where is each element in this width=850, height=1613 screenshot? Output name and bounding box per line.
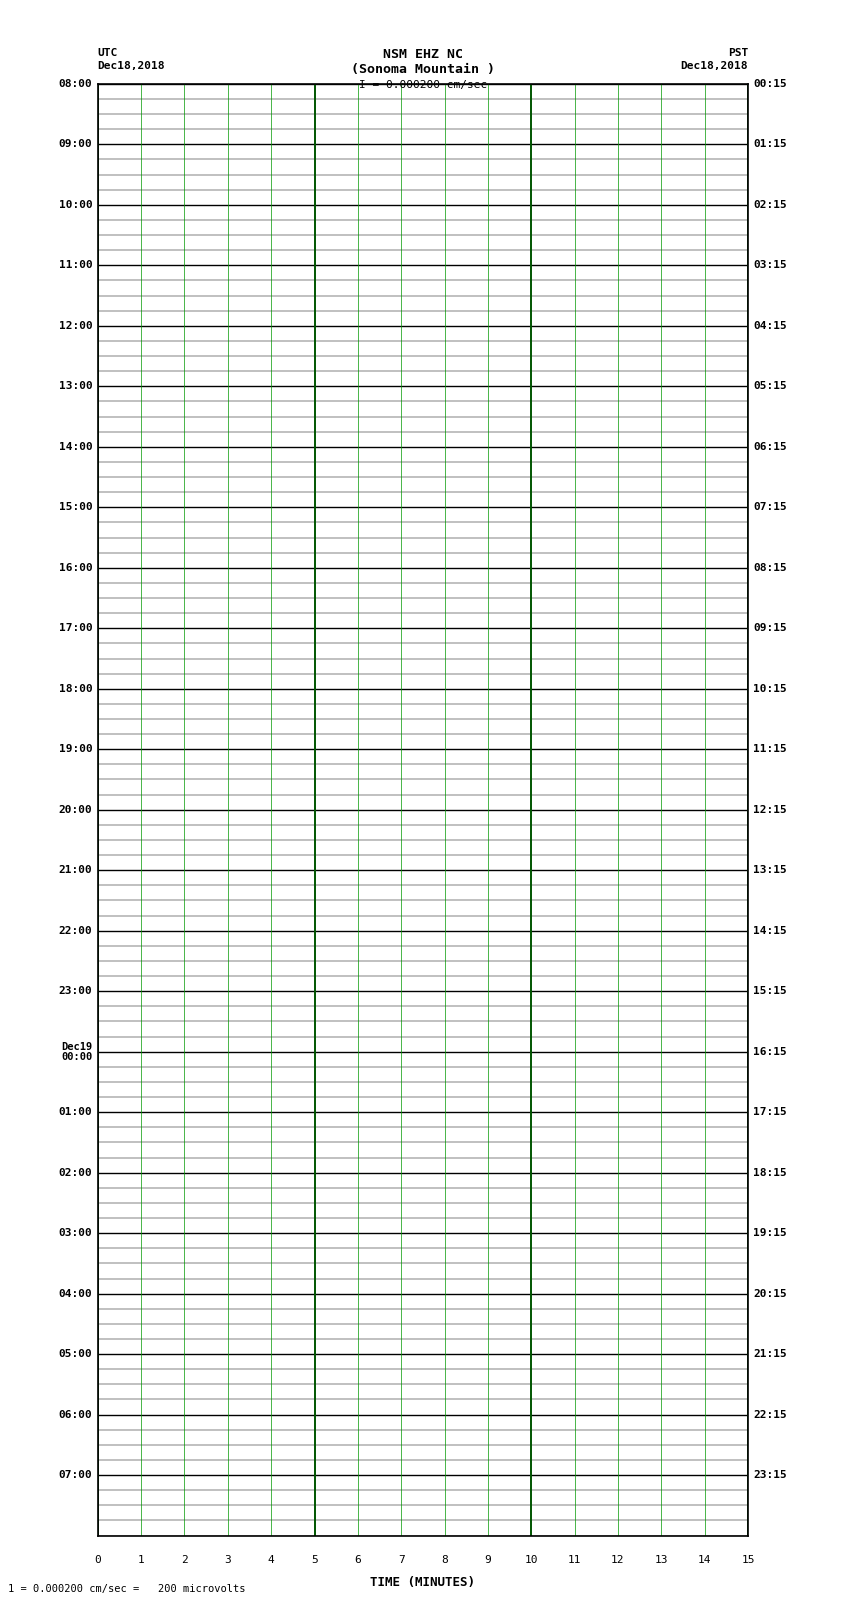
Text: 15:00: 15:00 — [59, 502, 93, 513]
Text: PST: PST — [728, 48, 748, 58]
Text: 19:00: 19:00 — [59, 744, 93, 755]
Text: TIME (MINUTES): TIME (MINUTES) — [371, 1576, 475, 1589]
Text: 13:00: 13:00 — [59, 381, 93, 392]
Text: 05:00: 05:00 — [59, 1348, 93, 1360]
Text: 12:15: 12:15 — [753, 805, 787, 815]
Text: 16:15: 16:15 — [753, 1047, 787, 1057]
Text: 20:15: 20:15 — [753, 1289, 787, 1298]
Text: Dec19: Dec19 — [61, 1042, 93, 1052]
Text: 19:15: 19:15 — [753, 1227, 787, 1239]
Text: 4: 4 — [268, 1555, 275, 1565]
Text: 22:15: 22:15 — [753, 1410, 787, 1419]
Text: 01:00: 01:00 — [59, 1107, 93, 1118]
Text: 06:15: 06:15 — [753, 442, 787, 452]
Text: Dec18,2018: Dec18,2018 — [98, 61, 165, 71]
Text: 04:00: 04:00 — [59, 1289, 93, 1298]
Text: 6: 6 — [354, 1555, 361, 1565]
Text: 10: 10 — [524, 1555, 538, 1565]
Text: 05:15: 05:15 — [753, 381, 787, 392]
Text: 03:15: 03:15 — [753, 260, 787, 271]
Text: 11:15: 11:15 — [753, 744, 787, 755]
Text: 10:00: 10:00 — [59, 200, 93, 210]
Text: I = 0.000200 cm/sec: I = 0.000200 cm/sec — [359, 81, 487, 90]
Text: 21:00: 21:00 — [59, 865, 93, 876]
Text: 9: 9 — [484, 1555, 491, 1565]
Text: 3: 3 — [224, 1555, 231, 1565]
Text: 12:00: 12:00 — [59, 321, 93, 331]
Text: 18:00: 18:00 — [59, 684, 93, 694]
Text: 0: 0 — [94, 1555, 101, 1565]
Text: 15:15: 15:15 — [753, 986, 787, 997]
Text: 09:15: 09:15 — [753, 623, 787, 634]
Text: 14: 14 — [698, 1555, 711, 1565]
Text: NSM EHZ NC: NSM EHZ NC — [382, 48, 463, 61]
Text: 02:15: 02:15 — [753, 200, 787, 210]
Text: 01:15: 01:15 — [753, 139, 787, 150]
Text: 04:15: 04:15 — [753, 321, 787, 331]
Text: 00:15: 00:15 — [753, 79, 787, 89]
Text: (Sonoma Mountain ): (Sonoma Mountain ) — [351, 63, 495, 76]
Text: 1: 1 — [138, 1555, 145, 1565]
Text: 02:00: 02:00 — [59, 1168, 93, 1177]
Text: 03:00: 03:00 — [59, 1227, 93, 1239]
Text: 2: 2 — [181, 1555, 188, 1565]
Text: 07:00: 07:00 — [59, 1469, 93, 1481]
Text: 14:00: 14:00 — [59, 442, 93, 452]
Text: 5: 5 — [311, 1555, 318, 1565]
Text: Dec18,2018: Dec18,2018 — [681, 61, 748, 71]
Text: 17:00: 17:00 — [59, 623, 93, 634]
Text: 17:15: 17:15 — [753, 1107, 787, 1118]
Text: 18:15: 18:15 — [753, 1168, 787, 1177]
Text: 08:00: 08:00 — [59, 79, 93, 89]
Text: 7: 7 — [398, 1555, 405, 1565]
Text: 16:00: 16:00 — [59, 563, 93, 573]
Text: 23:15: 23:15 — [753, 1469, 787, 1481]
Text: 22:00: 22:00 — [59, 926, 93, 936]
Text: 07:15: 07:15 — [753, 502, 787, 513]
Text: 20:00: 20:00 — [59, 805, 93, 815]
Text: 23:00: 23:00 — [59, 986, 93, 997]
Text: UTC: UTC — [98, 48, 118, 58]
Text: 11: 11 — [568, 1555, 581, 1565]
Text: 14:15: 14:15 — [753, 926, 787, 936]
Text: 13:15: 13:15 — [753, 865, 787, 876]
Text: 21:15: 21:15 — [753, 1348, 787, 1360]
Text: 00:00: 00:00 — [61, 1052, 93, 1061]
Text: 8: 8 — [441, 1555, 448, 1565]
Text: 08:15: 08:15 — [753, 563, 787, 573]
Text: 09:00: 09:00 — [59, 139, 93, 150]
Text: 10:15: 10:15 — [753, 684, 787, 694]
Text: 13: 13 — [654, 1555, 668, 1565]
Text: 1 = 0.000200 cm/sec =   200 microvolts: 1 = 0.000200 cm/sec = 200 microvolts — [8, 1584, 246, 1594]
Text: 12: 12 — [611, 1555, 625, 1565]
Text: 06:00: 06:00 — [59, 1410, 93, 1419]
Text: 15: 15 — [741, 1555, 755, 1565]
Text: 11:00: 11:00 — [59, 260, 93, 271]
